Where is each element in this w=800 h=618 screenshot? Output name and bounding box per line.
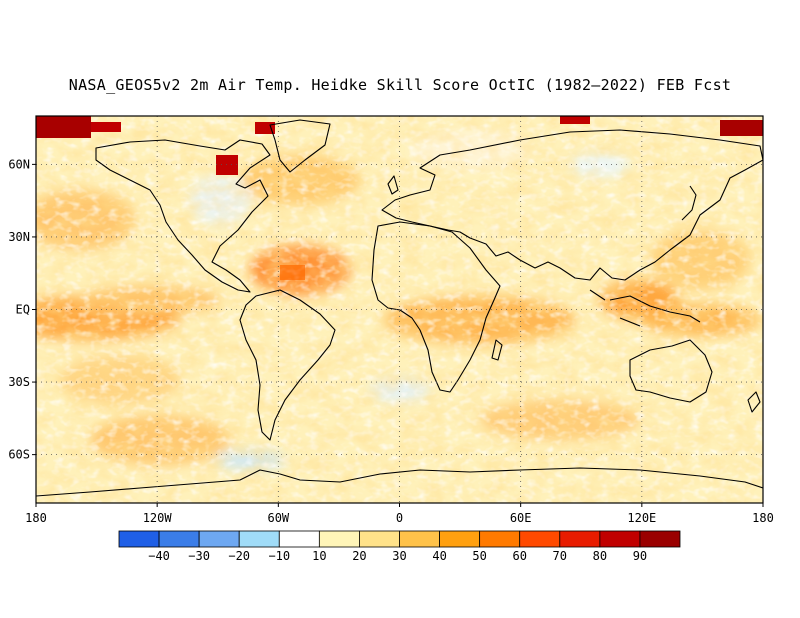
- colorbar-label: −20: [228, 549, 250, 563]
- lon-label: 0: [396, 511, 403, 525]
- colorbar-swatch: [318, 530, 360, 548]
- colorbar-label: −40: [148, 549, 170, 563]
- africa-coast: [371, 221, 501, 393]
- colorbar-swatch: [118, 530, 160, 548]
- colorbar-label: 30: [392, 549, 406, 563]
- colorbar-swatch: [559, 530, 601, 548]
- graticule: [36, 116, 763, 503]
- score-field: [36, 116, 763, 503]
- lon-label: 180: [752, 511, 774, 525]
- colorbar-swatch: [599, 530, 641, 548]
- chart-title: NASA_GEOS5v2 2m Air Temp. Heidke Skill S…: [68, 76, 732, 94]
- lat-label: 30N: [8, 230, 30, 244]
- colorbar: −40 −30 −20 −10 10 20 30 40 50 60 70 80 90: [118, 530, 681, 563]
- europe-asia-coast: [381, 129, 763, 281]
- lon-label: 120W: [143, 511, 173, 525]
- colorbar-label: 90: [633, 549, 647, 563]
- japan-coast: [681, 185, 697, 221]
- uk-coast: [387, 175, 399, 195]
- colorbar-label: 70: [553, 549, 567, 563]
- lon-label: 60W: [267, 511, 289, 525]
- colorbar-swatch: [399, 530, 440, 548]
- antarctica-coast: [36, 467, 763, 497]
- madagascar-coast: [491, 339, 503, 361]
- lat-label: 60N: [8, 157, 30, 171]
- colorbar-swatch: [639, 530, 681, 548]
- lat-label: 60S: [8, 448, 30, 462]
- colorbar-label: 10: [312, 549, 326, 563]
- southeast-asia-islands: [589, 289, 701, 327]
- colorbar-swatch: [439, 530, 481, 548]
- colorbar-label: 20: [352, 549, 366, 563]
- lon-label: 120E: [627, 511, 656, 525]
- colorbar-label: 80: [593, 549, 607, 563]
- colorbar-label: −10: [268, 549, 290, 563]
- latitude-labels: 60N 30N EQ 30S 60S: [8, 157, 36, 462]
- colorbar-swatch: [479, 530, 521, 548]
- greenland-coast: [269, 119, 331, 173]
- colorbar-swatch: [238, 530, 280, 548]
- colorbar-label: 40: [432, 549, 446, 563]
- colorbar-swatch: [359, 530, 400, 548]
- australia-coast: [629, 339, 713, 403]
- lat-label: 30S: [8, 375, 30, 389]
- lon-label: 180: [25, 511, 47, 525]
- colorbar-swatch: [158, 530, 200, 548]
- colorbar-label: −30: [188, 549, 210, 563]
- new-zealand-coast: [747, 391, 761, 413]
- colorbar-label: 50: [472, 549, 486, 563]
- lat-label: EQ: [16, 303, 30, 317]
- coastlines: [36, 119, 763, 497]
- colorbar-label: 60: [512, 549, 526, 563]
- colorbar-swatch: [519, 530, 561, 548]
- south-america-coast: [239, 289, 336, 441]
- lon-label: 60E: [510, 511, 532, 525]
- colorbar-swatch: [198, 530, 240, 548]
- longitude-labels: 180 120W 60W 0 60E 120E 180: [25, 503, 774, 525]
- colorbar-swatch: [278, 530, 320, 548]
- north-america-coast: [95, 139, 271, 293]
